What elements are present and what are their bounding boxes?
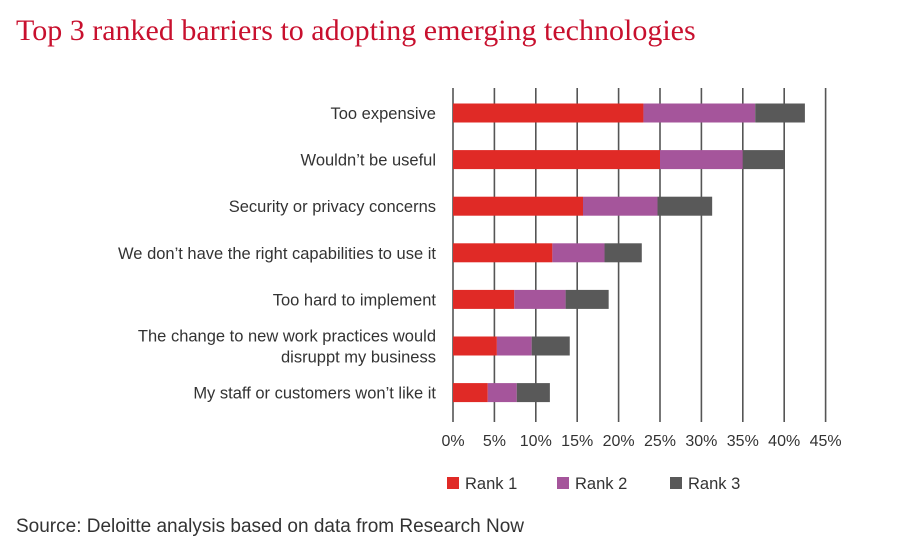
bar-segment-rank-2	[514, 289, 566, 309]
bar-segment-rank-1	[453, 196, 583, 216]
category-label: Too hard to implement	[273, 291, 437, 309]
bar-segment-rank-2	[582, 196, 658, 216]
chart-title: Top 3 ranked barriers to adopting emergi…	[16, 14, 696, 47]
x-tick-label: 15%	[561, 433, 593, 450]
category-label: My staff or customers won’t like it	[193, 385, 436, 403]
bar-segment-rank-2	[660, 150, 743, 170]
legend-swatch-rank-2	[557, 477, 569, 489]
bar-segment-rank-1	[453, 150, 660, 170]
x-tick-label: 30%	[685, 433, 717, 450]
x-tick-label: 25%	[644, 433, 676, 450]
bar-segment-rank-3	[531, 336, 570, 356]
category-label: Security or privacy concerns	[229, 198, 436, 216]
category-label: The change to new work practices would di…	[138, 328, 436, 367]
legend-label: Rank 2	[575, 475, 627, 493]
bar-segment-rank-1	[453, 243, 553, 263]
bar-segment-rank-2	[487, 383, 517, 403]
x-tick-label: 0%	[441, 433, 464, 450]
category-label: Too expensive	[331, 105, 437, 123]
x-tick-label: 10%	[520, 433, 552, 450]
legend-label: Rank 3	[688, 475, 740, 493]
bar-segment-rank-1	[453, 103, 644, 123]
x-tick-label: 20%	[603, 433, 635, 450]
category-label: Wouldn’t be useful	[301, 152, 436, 170]
x-tick-label: 40%	[768, 433, 800, 450]
bar-segment-rank-2	[643, 103, 756, 123]
legend-swatch-rank-3	[670, 477, 682, 489]
x-axis-tick-labels: 0% 5% 10% 15% 20% 25% 30% 35% 40% 45%	[441, 433, 841, 450]
legend-swatch-rank-1	[447, 477, 459, 489]
legend: Rank 1 Rank 2 Rank 3	[447, 475, 740, 493]
bar-segment-rank-2	[496, 336, 532, 356]
bar-segment-rank-3	[516, 383, 550, 403]
bar-segment-rank-2	[552, 243, 605, 263]
source-note: Source: Deloitte analysis based on data …	[16, 516, 524, 537]
x-tick-label: 5%	[483, 433, 506, 450]
legend-label: Rank 1	[465, 475, 517, 493]
category-label: We don’t have the right capabilities to …	[118, 245, 436, 263]
x-tick-label: 35%	[727, 433, 759, 450]
bars	[453, 103, 805, 403]
bar-segment-rank-1	[453, 289, 515, 309]
bar-segment-rank-3	[755, 103, 805, 123]
bar-segment-rank-3	[742, 150, 785, 170]
category-labels: Too expensive Wouldn’t be useful Security …	[118, 105, 436, 403]
bar-segment-rank-1	[453, 383, 488, 403]
bar-segment-rank-3	[657, 196, 713, 216]
bar-segment-rank-3	[604, 243, 642, 263]
x-tick-label: 45%	[810, 433, 842, 450]
bar-segment-rank-1	[453, 336, 497, 356]
bar-segment-rank-3	[565, 289, 609, 309]
